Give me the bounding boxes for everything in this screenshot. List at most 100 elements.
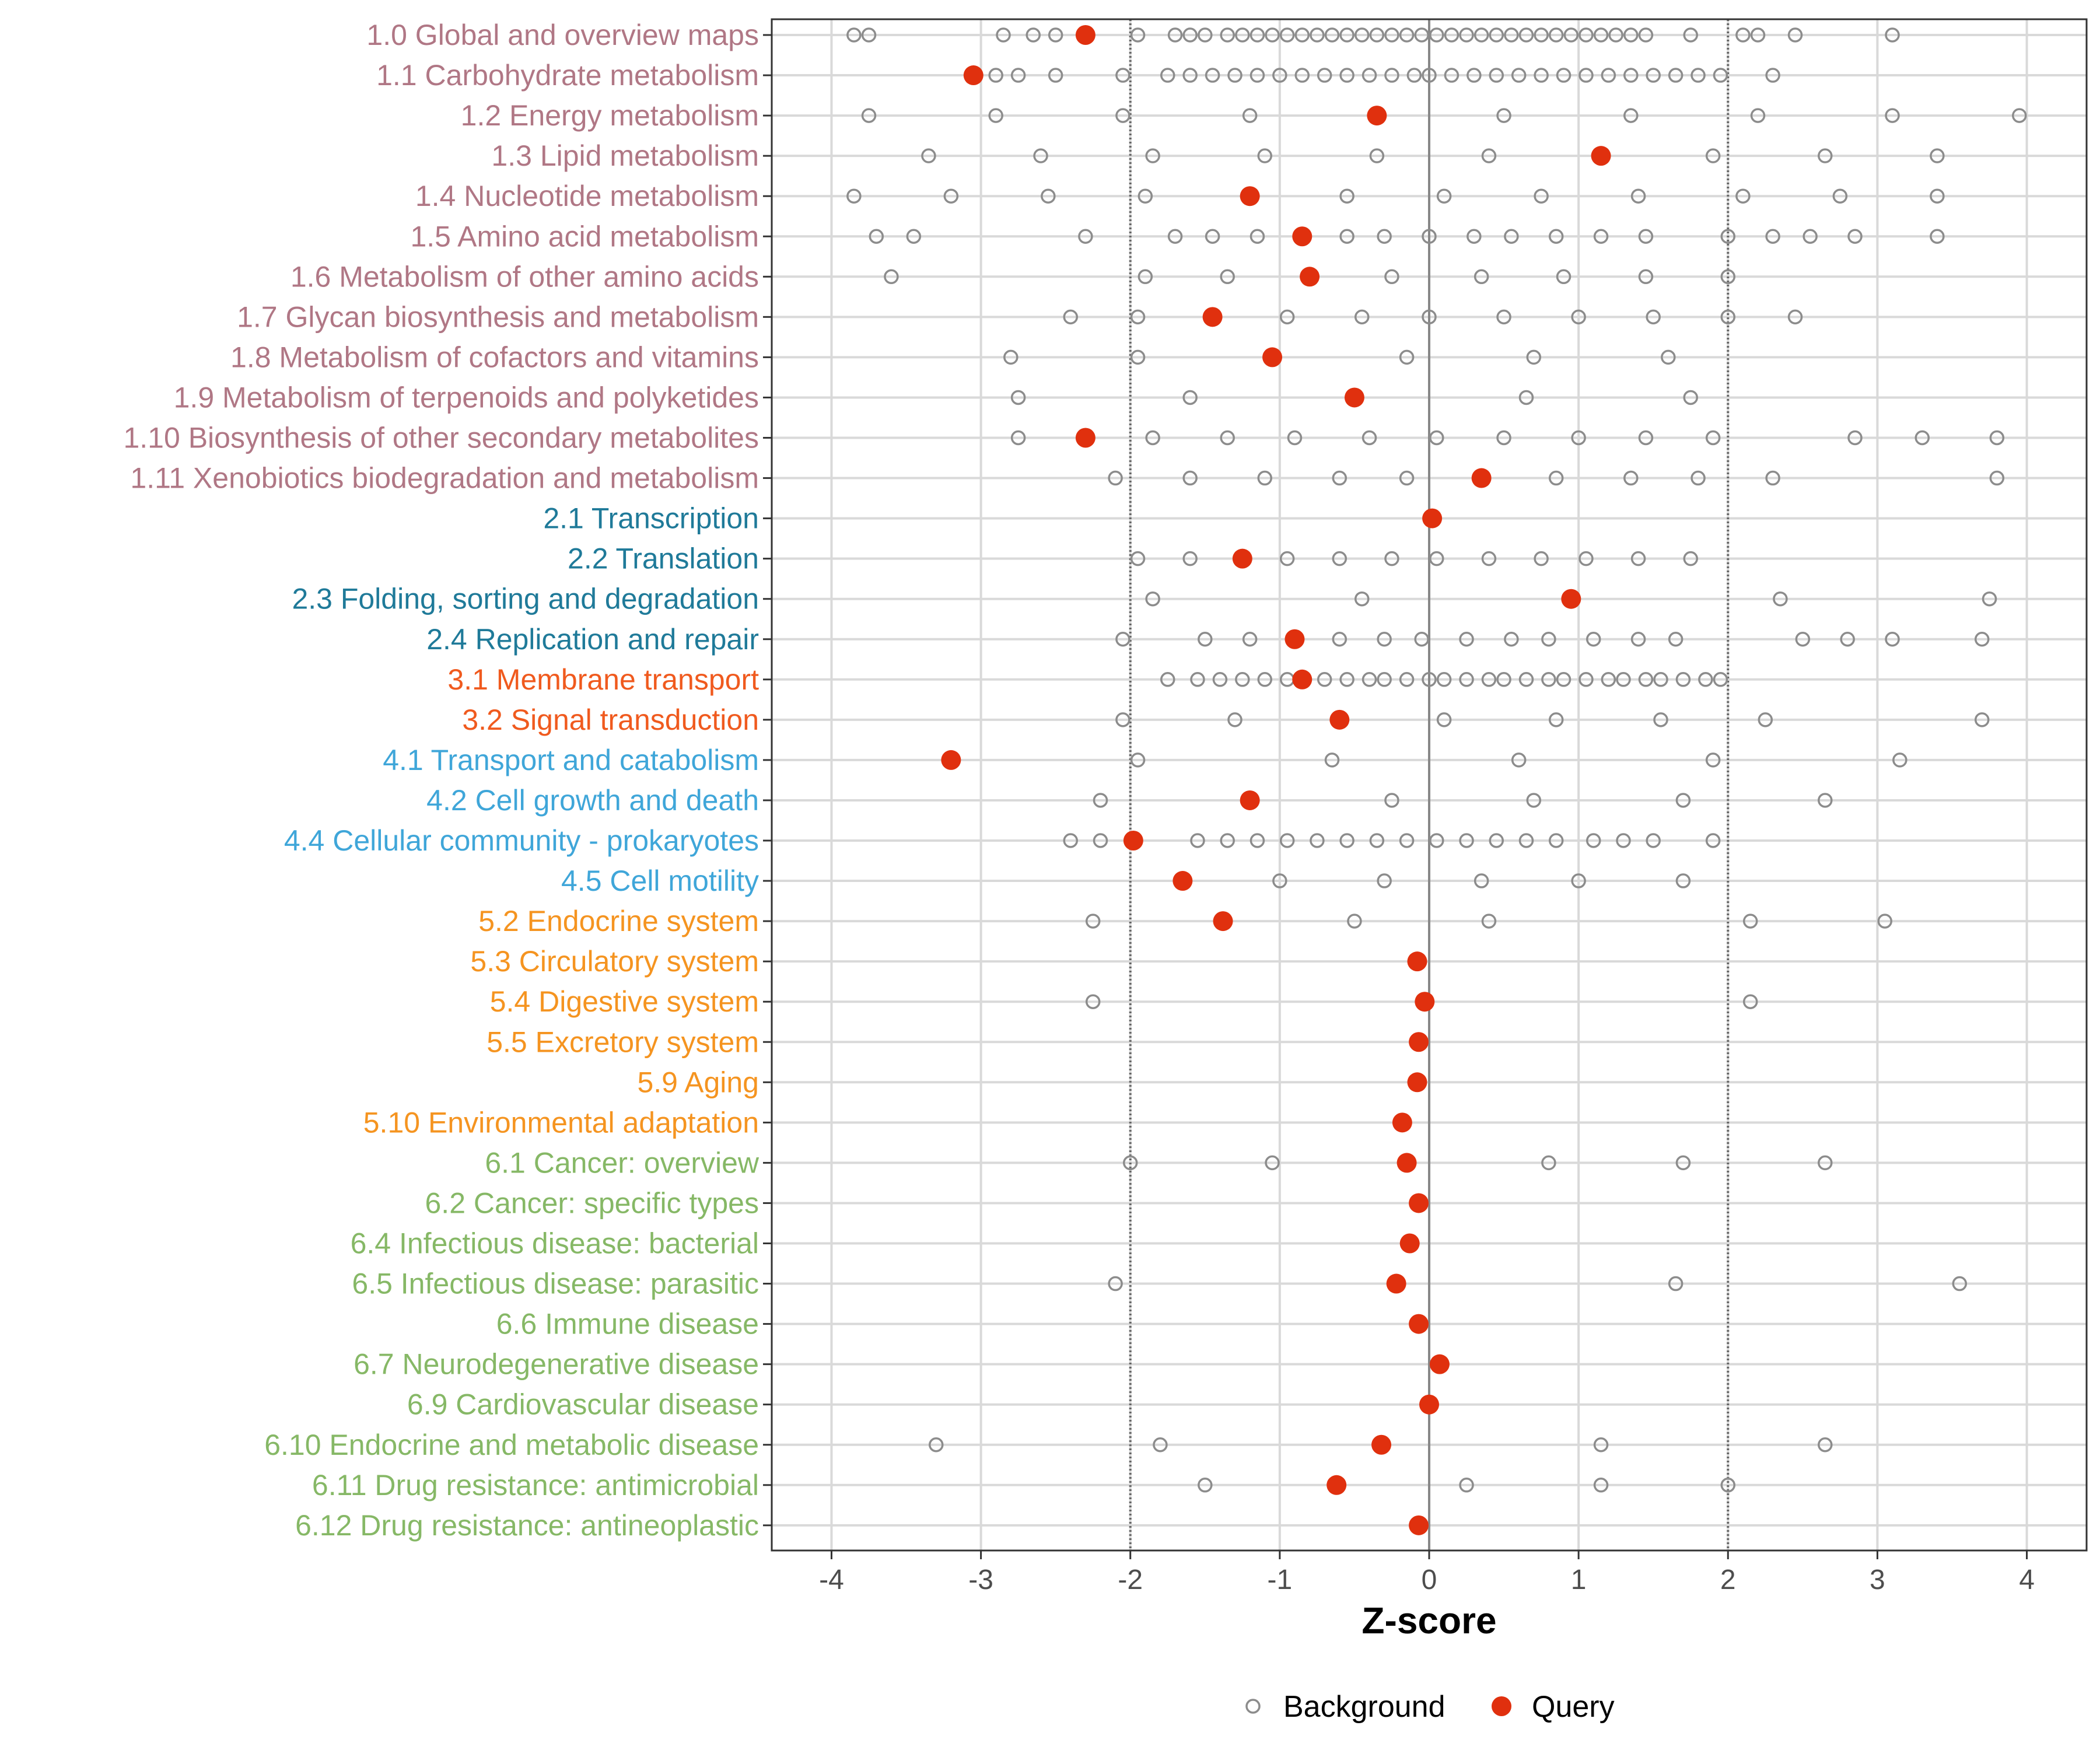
background-point <box>1720 309 1736 325</box>
background-point <box>1496 309 1511 325</box>
query-point <box>1392 1112 1412 1133</box>
background-point <box>1160 672 1175 687</box>
query-point <box>1284 629 1305 649</box>
background-point <box>1130 27 1146 43</box>
background-point <box>1339 833 1354 848</box>
background-point <box>1339 188 1354 204</box>
background-point <box>1429 27 1444 43</box>
background-point <box>1085 914 1101 929</box>
query-point <box>1262 347 1283 368</box>
background-point <box>1683 390 1698 405</box>
background-point <box>1167 27 1183 43</box>
reference-lines <box>1129 19 1730 1550</box>
background-point <box>1265 27 1280 43</box>
background-point <box>1294 27 1310 43</box>
background-point <box>1048 27 1063 43</box>
background-point <box>1010 430 1026 446</box>
background-point <box>929 1437 944 1452</box>
background-point <box>1122 1155 1138 1171</box>
background-point <box>1974 712 1990 727</box>
query-point <box>963 65 984 86</box>
background-point <box>1989 470 2005 486</box>
category-label: 5.10 Environmental adaptation <box>363 1106 759 1139</box>
background-point <box>1571 873 1586 888</box>
background-point <box>1675 1155 1691 1171</box>
background-point <box>1048 68 1063 83</box>
background-point <box>2011 108 2027 123</box>
background-point <box>1758 712 1773 727</box>
background-point <box>1489 27 1504 43</box>
query-point <box>1419 1394 1439 1415</box>
background-point <box>1705 430 1721 446</box>
background-point <box>1735 27 1751 43</box>
background-point <box>988 68 1003 83</box>
legend: Background Query <box>1245 1690 1615 1724</box>
background-point <box>1661 349 1676 365</box>
category-label: 4.1 Transport and catabolism <box>383 744 759 776</box>
background-point <box>1010 68 1026 83</box>
background-point <box>1705 833 1721 848</box>
background-point <box>1474 269 1489 285</box>
category-label: 4.2 Cell growth and death <box>426 784 759 817</box>
category-label: 5.5 Excretory system <box>487 1026 759 1058</box>
background-point <box>1227 68 1242 83</box>
background-point <box>1773 591 1788 607</box>
background-point <box>1930 148 1945 163</box>
background-point <box>1198 1478 1213 1493</box>
background-point <box>1526 793 1542 808</box>
background-point <box>1138 269 1153 285</box>
background-point <box>846 188 862 204</box>
background-point <box>1369 27 1385 43</box>
background-point <box>1974 632 1990 647</box>
background-point <box>1115 712 1130 727</box>
query-point <box>1075 428 1096 448</box>
category-label: 2.2 Translation <box>568 542 759 575</box>
background-point <box>1593 27 1609 43</box>
background-point <box>1638 229 1654 244</box>
background-point <box>1279 833 1295 848</box>
background-point <box>1690 68 1706 83</box>
query-point <box>1386 1273 1406 1294</box>
background-point <box>1720 229 1736 244</box>
background-point <box>1220 833 1235 848</box>
background-point <box>1459 672 1474 687</box>
background-point <box>1250 229 1265 244</box>
category-label: 1.11 Xenobiotics biodegradation and meta… <box>130 462 759 495</box>
background-point <box>1541 632 1556 647</box>
category-label: 6.5 Infectious disease: parasitic <box>352 1268 759 1300</box>
background-point <box>1317 672 1332 687</box>
background-point <box>1115 68 1130 83</box>
background-point <box>1332 551 1348 566</box>
query-point <box>1422 508 1443 528</box>
query-point <box>1407 1072 1427 1093</box>
background-point <box>1593 229 1609 244</box>
background-point <box>1153 1437 1168 1452</box>
query-point <box>1202 307 1223 327</box>
background-point <box>1690 470 1706 486</box>
background-point <box>1459 27 1474 43</box>
background-point <box>1078 229 1093 244</box>
points-layer <box>846 25 2027 1535</box>
query-point <box>1172 871 1193 891</box>
x-tick-label: 3 <box>1870 1564 1885 1595</box>
query-point <box>1396 1153 1417 1173</box>
background-point <box>1384 793 1399 808</box>
background-point <box>1803 229 1818 244</box>
background-point <box>1429 551 1444 566</box>
background-point <box>1257 672 1272 687</box>
background-point <box>1593 1478 1609 1493</box>
background-point <box>1160 68 1175 83</box>
background-point <box>1952 1276 1968 1292</box>
background-point <box>1548 27 1564 43</box>
background-point <box>1646 309 1661 325</box>
y-axis: 1.0 Global and overview maps 1.1 Carbohyd… <box>123 19 772 1542</box>
background-point <box>1511 68 1527 83</box>
background-point <box>1541 1155 1556 1171</box>
background-point <box>1556 68 1572 83</box>
category-label: 1.0 Global and overview maps <box>366 19 759 51</box>
background-point <box>1459 833 1474 848</box>
background-point <box>1198 27 1213 43</box>
background-point <box>1182 470 1198 486</box>
background-point <box>1257 148 1272 163</box>
background-point <box>1130 551 1146 566</box>
